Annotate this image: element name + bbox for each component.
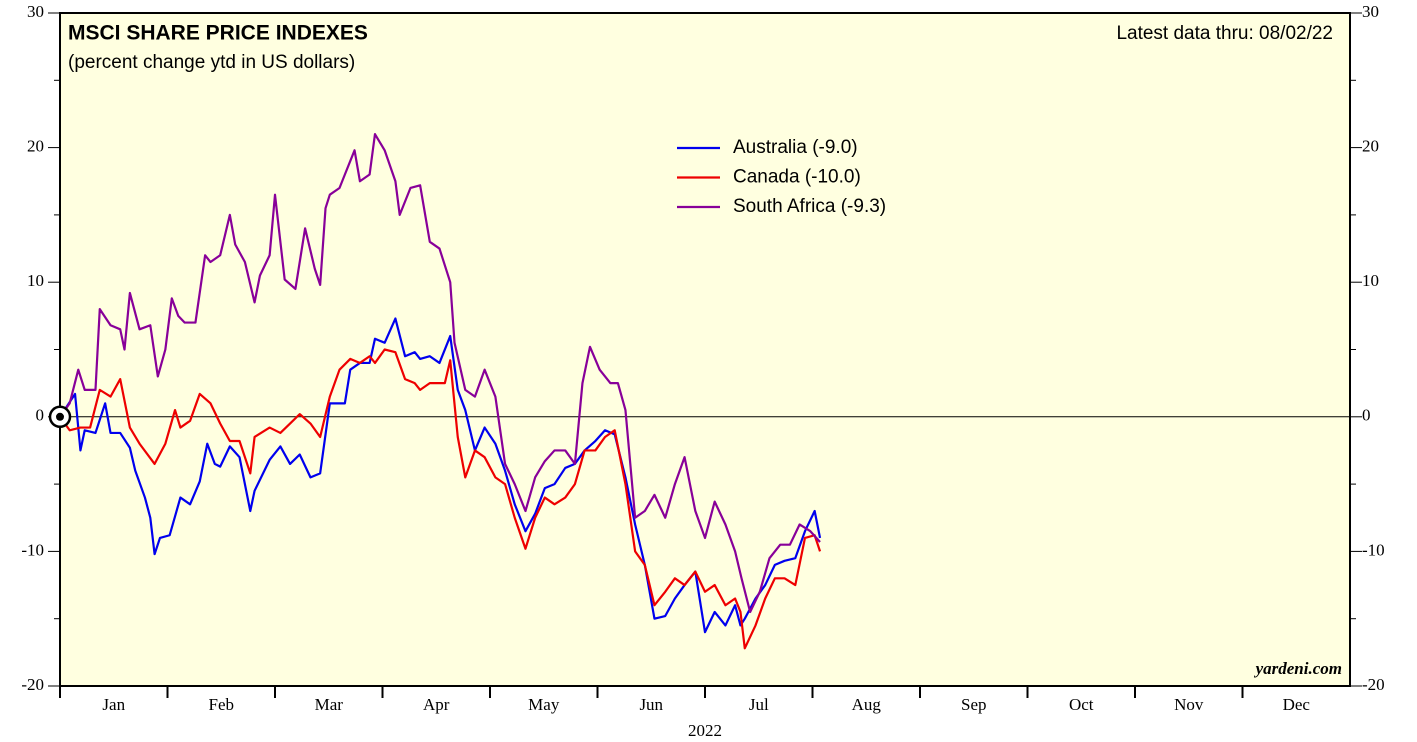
series-line [59,317,822,634]
y-tick-label: -10 [21,540,44,559]
legend-label: South Africa (-9.3) [733,196,886,217]
x-tick-label: Apr [423,695,450,714]
y2-tick-label: 0 [1362,406,1371,425]
y-tick-label: -20 [21,675,44,694]
x-tick-label: Feb [209,695,235,714]
x-axis-label: 2022 [688,721,722,740]
x-tick-label: Aug [852,695,882,714]
x-tick-label: Oct [1069,695,1094,714]
y-tick-label: 10 [27,271,44,290]
y2-tick-label: 20 [1362,137,1379,156]
plot-area [60,13,1350,686]
x-tick-label: May [528,695,560,714]
x-tick-label: Nov [1174,695,1204,714]
legend-label: Australia (-9.0) [733,137,858,158]
series-line [59,348,822,650]
x-tick-label: Sep [961,695,987,714]
origin-dot [56,412,64,421]
x-tick-label: Dec [1283,695,1311,714]
source: yardeni.com [1254,659,1342,678]
y-tick-label: 30 [27,2,44,21]
x-tick-label: Jun [639,695,663,714]
y2-tick-label: -10 [1362,540,1385,559]
series-line [59,133,821,614]
y2-tick-label: -20 [1362,675,1385,694]
annotation: Latest data thru: 08/02/22 [1116,23,1333,44]
y2-tick-label: 30 [1362,2,1379,21]
chart-title: MSCI SHARE PRICE INDEXES [68,22,368,45]
y-tick-label: 20 [27,137,44,156]
plot-border [59,12,1351,687]
chart-subtitle: (percent change ytd in US dollars) [68,52,355,73]
x-tick-label: Jan [102,695,125,714]
x-tick-label: Mar [315,695,344,714]
y2-tick-label: 10 [1362,271,1379,290]
legend-label: Canada (-10.0) [733,167,861,188]
y-tick-label: 0 [36,406,45,425]
x-tick-label: Jul [749,695,769,714]
